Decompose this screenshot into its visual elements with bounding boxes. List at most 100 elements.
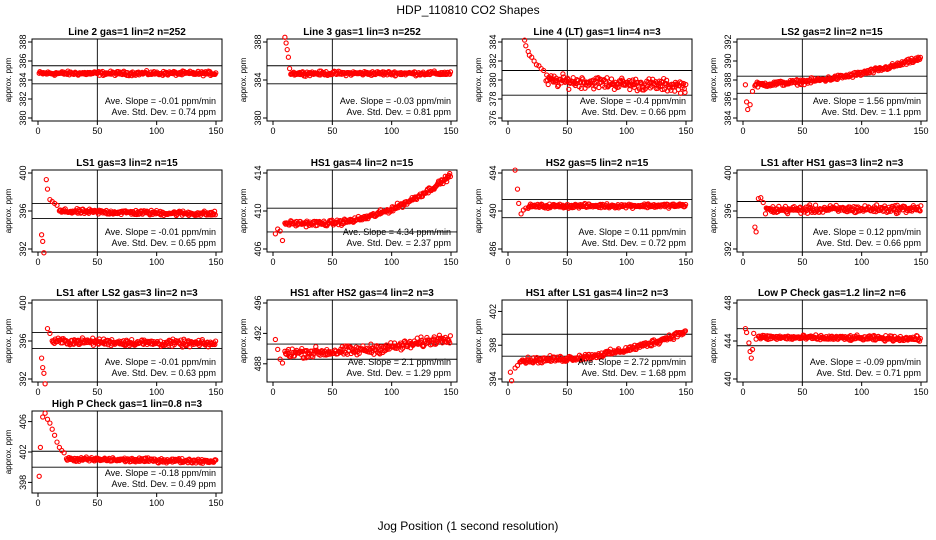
x-tick-label: 50 <box>562 257 572 267</box>
plot-frame <box>501 299 693 383</box>
x-tick-label: 0 <box>505 387 510 397</box>
std-dev-annotation: Ave. Std. Dev. = 2.37 ppm <box>347 238 451 248</box>
panel-title: HS1 after LS1 gas=4 lin=2 n=3 <box>526 288 669 299</box>
y-axis-label: approx. ppm <box>4 429 13 474</box>
data-point <box>616 84 622 90</box>
series-points <box>38 325 219 387</box>
series-points <box>36 410 219 479</box>
data-point <box>619 77 626 83</box>
x-tick-label: 50 <box>92 387 102 397</box>
data-point <box>272 336 279 343</box>
data-point <box>529 54 535 60</box>
data-point <box>40 414 46 420</box>
data-point <box>630 77 636 83</box>
panel-2: Line 3 gas=1 lin=3 n=252 0 50 100 150 380 384 3… <box>239 27 459 136</box>
data-point <box>447 173 454 180</box>
panel-7: HS2 gas=5 lin=2 n=15 0 50 100 150 486 490 494 ap… <box>474 158 694 267</box>
data-point <box>752 224 758 230</box>
y-tick-label: 394 <box>488 371 498 386</box>
y-tick-label: 448 <box>723 295 733 310</box>
data-point <box>447 69 454 75</box>
data-point <box>677 90 684 96</box>
series-points <box>38 176 218 256</box>
y-tick-label: 388 <box>253 34 263 49</box>
slope-annotation: Ave. Slope = 2.72 ppm/min <box>578 357 686 367</box>
data-point <box>545 81 551 88</box>
panel-title: High P Check gas=1 lin=0.8 n=3 <box>52 399 203 410</box>
data-point <box>682 201 689 208</box>
x-tick-label: 0 <box>35 126 40 136</box>
x-tick-label: 100 <box>619 257 634 267</box>
x-tick-label: 100 <box>619 387 634 397</box>
std-dev-annotation: Ave. Std. Dev. = 0.49 ppm <box>112 479 216 489</box>
data-point <box>284 46 290 53</box>
x-tick-label: 100 <box>149 498 164 508</box>
y-axis-label: approx. ppm <box>239 57 248 102</box>
data-point <box>433 341 439 347</box>
series-points <box>752 195 924 235</box>
y-tick-label: 388 <box>723 72 733 87</box>
slope-annotation: Ave. Slope = 2.1 ppm/min <box>348 357 451 367</box>
panel-12: Low P Check gas=1.2 lin=2 n=6 0 50 100 150 44… <box>709 288 929 397</box>
x-tick-label: 150 <box>913 387 928 397</box>
y-tick-label: 384 <box>488 34 498 49</box>
y-tick-label: 414 <box>253 165 263 180</box>
x-tick-label: 50 <box>92 257 102 267</box>
y-tick-label: 382 <box>18 91 28 106</box>
y-tick-label: 384 <box>723 110 733 125</box>
y-tick-label: 390 <box>723 53 733 68</box>
data-point <box>548 73 554 79</box>
data-point <box>41 370 47 376</box>
data-point <box>37 444 44 451</box>
data-point <box>525 354 531 360</box>
slope-annotation: Ave. Slope = -0.18 ppm/min <box>105 468 216 478</box>
panel-5: LS1 gas=3 lin=2 n=15 0 50 100 150 392 396 400 ap… <box>4 158 224 267</box>
series-points <box>742 54 924 113</box>
data-point <box>212 341 218 348</box>
data-point <box>38 232 45 238</box>
panel-4: LS2 gas=2 lin=2 n=15 0 50 100 150 384 386 388 39… <box>709 27 929 136</box>
data-point <box>338 346 344 352</box>
y-tick-label: 392 <box>18 371 28 386</box>
series-points <box>742 325 923 361</box>
data-point <box>298 351 304 357</box>
data-point <box>807 202 813 208</box>
x-tick-label: 50 <box>92 498 102 508</box>
y-tick-label: 376 <box>488 110 498 125</box>
data-point <box>283 40 289 46</box>
x-tick-label: 150 <box>443 257 458 267</box>
panel-title: LS1 gas=3 lin=2 n=15 <box>76 158 178 169</box>
x-tick-label: 50 <box>327 126 337 136</box>
slope-annotation: Ave. Slope = -0.03 ppm/min <box>340 96 451 106</box>
x-tick-label: 150 <box>913 126 928 136</box>
x-tick-label: 100 <box>854 257 869 267</box>
panels-grid: Line 2 gas=1 lin=2 n=252 0 50 100 150 380 382 3… <box>4 27 929 508</box>
y-tick-label: 386 <box>723 91 733 106</box>
data-point <box>289 346 295 352</box>
data-point <box>742 82 749 88</box>
data-point <box>917 54 924 61</box>
x-tick-label: 100 <box>854 387 869 397</box>
x-tick-label: 100 <box>384 387 399 397</box>
data-point <box>275 346 281 353</box>
data-point <box>272 231 279 237</box>
y-tick-label: 490 <box>488 203 498 218</box>
y-tick-label: 396 <box>18 333 28 348</box>
data-point <box>681 86 687 92</box>
x-tick-label: 50 <box>92 126 102 136</box>
data-point <box>749 346 756 353</box>
std-dev-annotation: Ave. Std. Dev. = 0.74 ppm <box>112 107 216 117</box>
data-point <box>49 426 55 432</box>
series-points <box>272 170 454 244</box>
data-point <box>282 34 288 40</box>
panel-title: Line 4 (LT) gas=1 lin=4 n=3 <box>533 27 661 38</box>
data-point <box>41 250 47 256</box>
data-point <box>604 75 610 81</box>
data-point <box>682 89 688 96</box>
std-dev-annotation: Ave. Std. Dev. = 0.65 ppm <box>112 238 216 248</box>
slope-annotation: Ave. Slope = 4.34 ppm/min <box>343 227 451 237</box>
x-tick-label: 150 <box>678 257 693 267</box>
series-points <box>36 68 219 79</box>
data-point <box>447 333 454 339</box>
